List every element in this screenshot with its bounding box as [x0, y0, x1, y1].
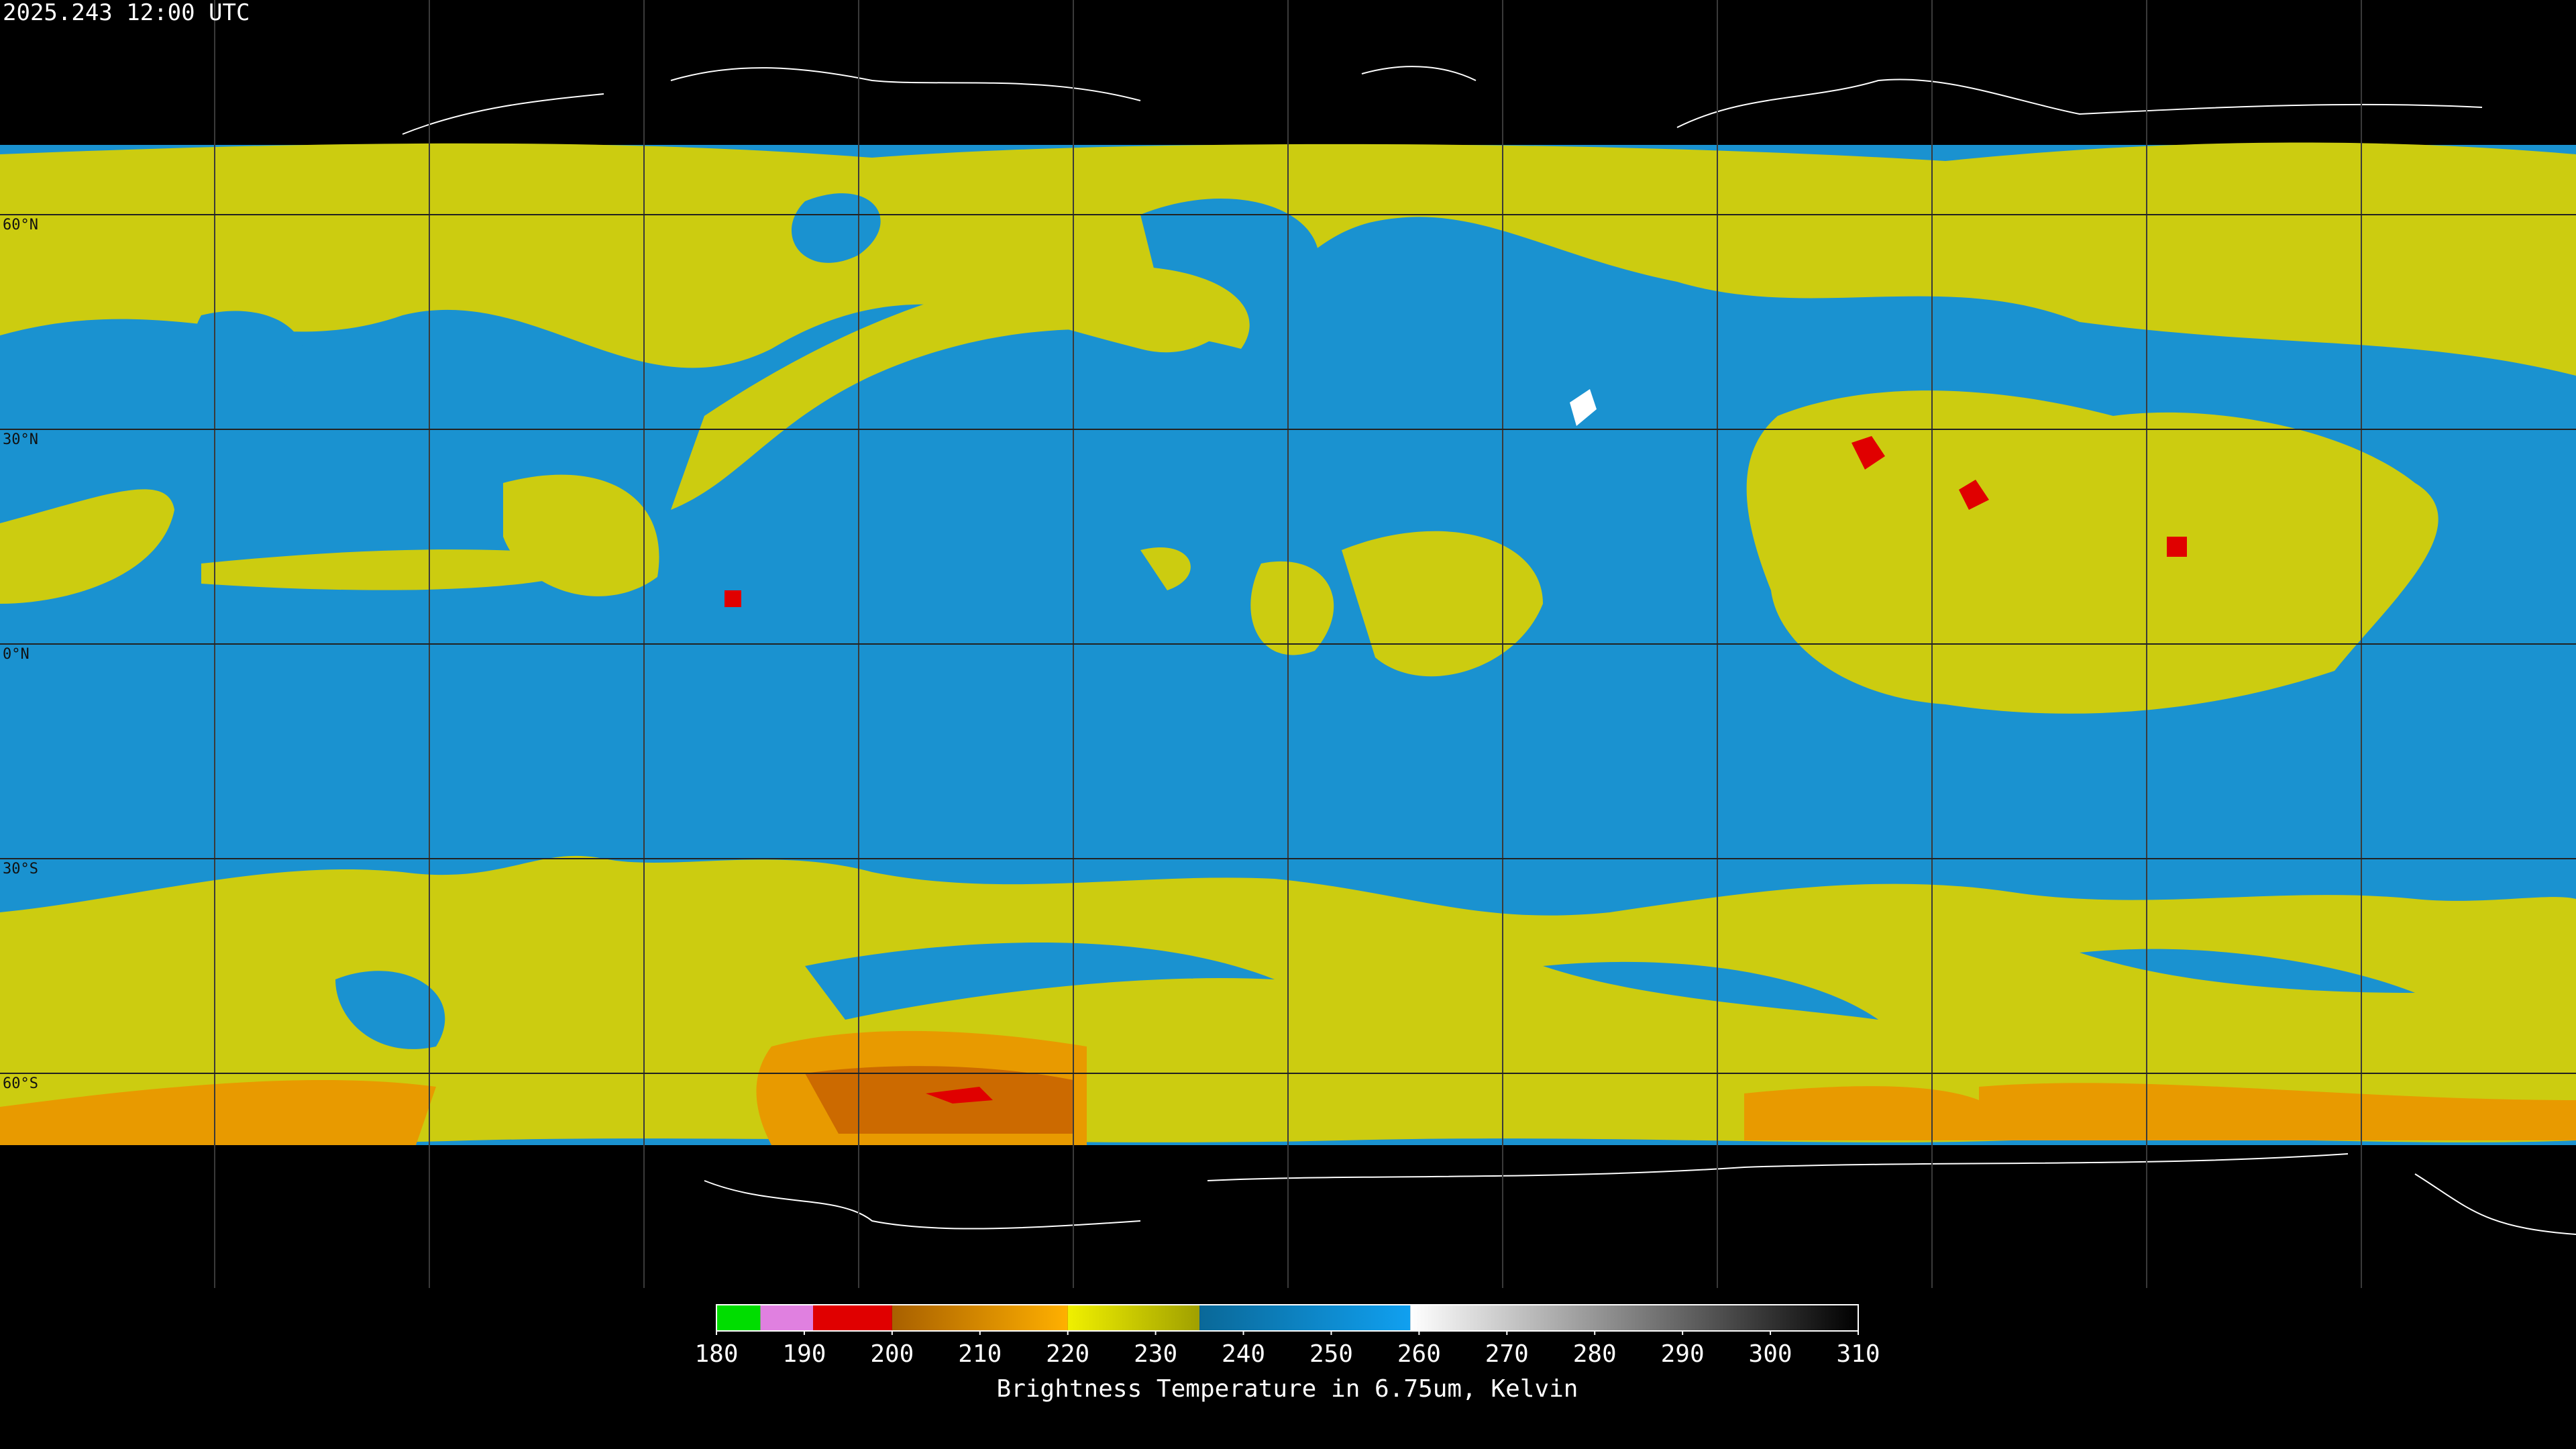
colorbar-tick-label: 220 [1046, 1340, 1089, 1368]
colorbar-frame [716, 1304, 1859, 1332]
colorbar-segment [1199, 1305, 1411, 1331]
parallel-label: 60°S [3, 1075, 38, 1092]
colorbar-segment [716, 1305, 761, 1331]
colorbar-tick-label: 230 [1134, 1340, 1177, 1368]
timestamp: 2025.243 12:00 UTC [3, 0, 250, 26]
north-swirl [193, 193, 1320, 396]
colorbar-segment [892, 1305, 1068, 1331]
colorbar: 180 190 200 210 220 230 240 250 260 270 280 290 300 3… [694, 1304, 1880, 1368]
parallel-label: 60°N [3, 217, 38, 233]
colorbar-tick-label: 270 [1485, 1340, 1529, 1368]
colorbar-segment [1067, 1305, 1200, 1331]
colorbar-tick-label: 260 [1397, 1340, 1441, 1368]
north-streamer [671, 266, 1250, 510]
tropical-pacific [0, 474, 659, 604]
colorbar-segment [813, 1305, 892, 1331]
coastlines [402, 66, 2576, 1235]
colorbar-tick-label: 310 [1836, 1340, 1880, 1368]
colorbar-tick-label: 290 [1661, 1340, 1705, 1368]
colorbar-tick-label: 240 [1222, 1340, 1265, 1368]
colorbar-segment [760, 1305, 814, 1331]
colorbar-title: Brightness Temperature in 6.75um, Kelvin [997, 1375, 1578, 1403]
dry-core [1570, 389, 1597, 426]
colorbar-tick-label: 280 [1573, 1340, 1617, 1368]
parallel-label: 30°N [3, 431, 38, 448]
antarctic-coast [704, 1153, 2576, 1235]
tropical-asia [1746, 390, 2438, 714]
arctic-coast [402, 66, 2483, 135]
graticule: 60°N 30°N 0°N 30°S 60°S [0, 0, 2576, 1288]
colorbar-tick-label: 300 [1749, 1340, 1792, 1368]
colorbar-tick-label: 190 [782, 1340, 826, 1368]
colorbar-segment [1410, 1305, 1858, 1331]
parallel-label: 30°S [3, 861, 38, 877]
antarctic-core [805, 1066, 1073, 1134]
colorbar-tick-label: 210 [958, 1340, 1002, 1368]
colorbar-tick-label: 250 [1309, 1340, 1353, 1368]
colorbar-tick-label: 180 [694, 1340, 738, 1368]
south-dry-slot [335, 943, 2415, 1049]
parallel-label: 0°N [3, 646, 30, 663]
colorbar-tick-label: 200 [870, 1340, 914, 1368]
tropical-africa [1140, 531, 1543, 677]
